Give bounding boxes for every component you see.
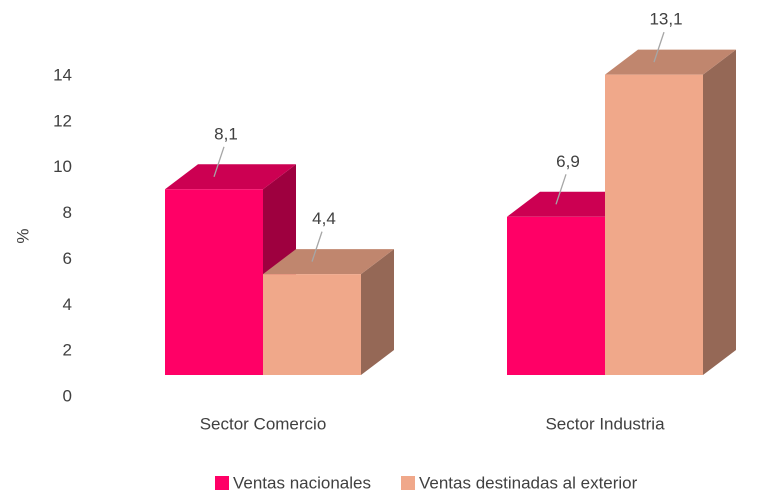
y-tick-label: 0 [63, 386, 72, 405]
y-tick-label: 6 [63, 249, 72, 268]
y-tick-label: 12 [53, 111, 72, 130]
leader-line [555, 174, 567, 205]
bar-top [263, 249, 394, 275]
data-label: 13,1 [649, 10, 682, 29]
leader-line [311, 231, 323, 262]
bar [605, 74, 703, 375]
leader-line [653, 31, 665, 63]
legend-swatch [401, 476, 415, 490]
legend-label: Ventas nacionales [233, 473, 371, 492]
x-tick-label: Sector Industria [545, 414, 665, 433]
y-tick-label: 14 [53, 65, 72, 84]
bar-side [703, 49, 736, 376]
leader-line [213, 146, 225, 177]
data-label: 4,4 [312, 209, 336, 228]
y-tick-label: 10 [53, 157, 72, 176]
bar [507, 216, 605, 375]
bar-side [361, 249, 394, 375]
y-tick-label: 8 [63, 203, 72, 222]
y-axis-label: % [13, 228, 32, 243]
data-label: 8,1 [214, 124, 238, 143]
bar [263, 274, 361, 375]
data-label: 6,9 [556, 152, 580, 171]
y-tick-label: 2 [63, 341, 72, 360]
bar-top [165, 164, 296, 190]
y-tick-label: 4 [63, 295, 72, 314]
legend-label: Ventas destinadas al exterior [419, 473, 638, 492]
bar [165, 189, 263, 375]
x-tick-label: Sector Comercio [200, 414, 327, 433]
bar-top [605, 49, 736, 75]
legend-swatch [215, 476, 229, 490]
